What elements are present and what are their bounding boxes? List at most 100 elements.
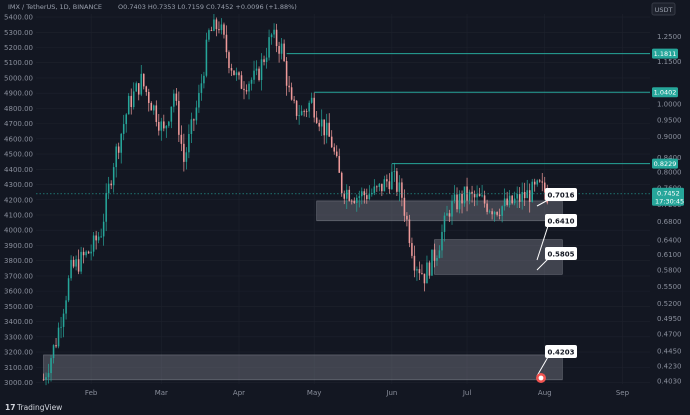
- candle-body: [215, 19, 218, 30]
- candle-body: [110, 183, 112, 186]
- candle-body: [511, 195, 513, 204]
- time-tick-label: Apr: [233, 389, 245, 397]
- symbol-title: IMX / TetherUS, 1D, BINANCE: [8, 3, 102, 11]
- candle-body: [383, 179, 386, 192]
- candle-body: [406, 215, 408, 220]
- candle-body: [195, 107, 198, 121]
- candle-body: [501, 206, 503, 216]
- right-tick-label: 0.6400: [657, 237, 682, 245]
- candle-body: [313, 97, 315, 118]
- candle-body: [105, 193, 107, 222]
- candle-body: [75, 259, 77, 267]
- candle-body: [411, 243, 413, 256]
- candle-body: [541, 181, 544, 183]
- candle-body: [350, 200, 353, 202]
- candle-body: [295, 100, 298, 116]
- bar-countdown: 17:30:45: [655, 197, 684, 205]
- zone-label-text: 0.5805: [547, 251, 574, 259]
- candle-body: [476, 194, 478, 198]
- left-tick-label: 4300.00: [4, 181, 33, 189]
- candle-body: [508, 195, 511, 205]
- candle-body: [183, 143, 185, 162]
- candle-body: [426, 262, 428, 284]
- candle-body: [268, 37, 270, 58]
- candle-body: [245, 90, 248, 92]
- candle-body: [323, 119, 325, 136]
- candle-body: [283, 43, 285, 62]
- candle-body: [423, 273, 426, 284]
- candle-body: [451, 200, 453, 217]
- candle-body: [125, 114, 127, 125]
- candle-body: [458, 193, 461, 210]
- alert-clock-icon[interactable]: [536, 373, 546, 383]
- candle-body: [255, 68, 258, 71]
- candle-body: [376, 186, 378, 188]
- candle-body: [163, 121, 165, 129]
- candle-body: [175, 93, 178, 101]
- right-tick-label: 0.4230: [657, 363, 682, 371]
- candle-body: [538, 180, 541, 182]
- candle-body: [102, 221, 105, 237]
- left-price-axis[interactable]: 5400.00 5300.00 5200.00 5100.00 5000.00 4900.…: [4, 14, 33, 387]
- candle-body: [97, 236, 100, 241]
- candle-body: [443, 215, 446, 232]
- ohlc-readout: O0.7403 H0.7353 L0.7159 C0.7452 +0.0096 …: [118, 3, 297, 11]
- candle-body: [190, 119, 193, 134]
- time-axis[interactable]: Feb Mar Apr May Jun Jul Aug Sep: [85, 389, 630, 397]
- candle-body: [468, 191, 471, 201]
- support-zones: [43, 200, 563, 381]
- candle-body: [398, 182, 401, 192]
- right-tick-label: 0.4030: [657, 377, 682, 385]
- left-tick-label: 3500.00: [4, 303, 33, 311]
- left-tick-label: 3800.00: [4, 257, 33, 265]
- zone-label-text: 0.6410: [547, 218, 574, 226]
- candle-body: [100, 236, 102, 238]
- candle-body: [135, 83, 138, 92]
- logo-mark-icon: 17: [5, 403, 15, 412]
- candle-body: [446, 213, 448, 216]
- tradingview-logo[interactable]: 17 TradingView: [5, 403, 62, 412]
- candle-body: [453, 194, 456, 201]
- right-tick-label: 1.0000: [657, 101, 682, 109]
- currency-label: USDT: [655, 6, 673, 14]
- zone-price-labels: 0.7016 0.6410 0.5805 0.4203: [536, 188, 577, 377]
- candle-body: [150, 102, 153, 111]
- candle-body: [87, 251, 90, 254]
- right-price-axis[interactable]: 1.2500 1.1500 1.0000 0.9500 0.9000 0.8400 0.80…: [652, 33, 684, 386]
- zone-label-text: 0.7016: [547, 192, 574, 200]
- candle-body: [478, 194, 481, 197]
- candle-body: [137, 83, 140, 95]
- zone-label-text: 0.4203: [547, 349, 574, 357]
- candle-body: [145, 86, 148, 92]
- right-tick-label: 0.6800: [657, 218, 682, 226]
- candle-body: [340, 172, 343, 194]
- candle-body: [155, 105, 158, 122]
- left-tick-label: 5300.00: [4, 29, 33, 37]
- currency-badge[interactable]: [651, 2, 676, 16]
- candle-body: [486, 203, 488, 212]
- candle-body: [55, 345, 57, 347]
- candle-body: [473, 193, 476, 198]
- callout-line: [536, 225, 549, 261]
- left-tick-label: 3700.00: [4, 272, 33, 280]
- candle-body: [263, 59, 265, 62]
- left-tick-label: 3000.00: [4, 379, 33, 387]
- right-tick-label: 0.9500: [657, 116, 682, 124]
- time-tick-label: Aug: [538, 389, 552, 397]
- candle-body: [233, 70, 235, 75]
- candle-body: [218, 29, 220, 31]
- candle-body: [90, 251, 92, 254]
- candle-body: [173, 93, 175, 107]
- candle-body: [483, 195, 486, 204]
- level-price-text: 0.8229: [654, 160, 677, 168]
- candle-body: [536, 180, 539, 185]
- candle-body: [275, 29, 278, 47]
- candle-body: [168, 121, 170, 126]
- candle-body: [431, 249, 433, 276]
- candle-body: [95, 235, 97, 241]
- candle-body: [140, 73, 143, 95]
- current-price-tag: [652, 187, 684, 206]
- candle-body: [396, 171, 398, 192]
- candle-body: [45, 377, 47, 380]
